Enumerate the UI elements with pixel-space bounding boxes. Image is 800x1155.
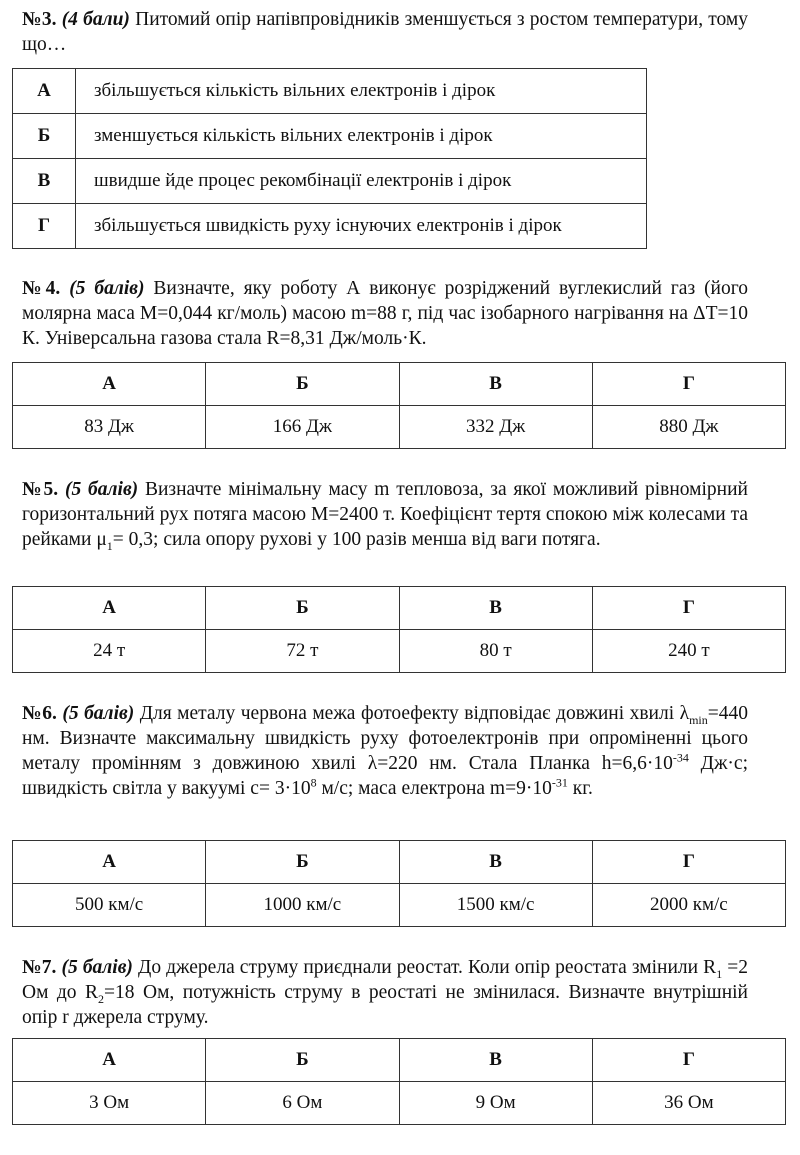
answer-value: 1500 км/с — [398, 883, 593, 927]
question-number: №6. — [22, 703, 57, 724]
question-text-segment: =2 Ом до R — [22, 957, 749, 1003]
option-text: збільшується кількість вільних електроні… — [75, 68, 647, 114]
answer-value: 2000 км/с — [591, 883, 787, 927]
superscript: -31 — [551, 775, 568, 790]
question-points: (5 балів) — [61, 957, 133, 978]
question-6-text: №6. (5 балів) Для металу червона межа фо… — [22, 701, 748, 801]
answer-value: 36 Ом — [591, 1081, 787, 1125]
question-4-text: №4. (5 балів) Визначте, яку роботу А вик… — [22, 276, 748, 351]
answer-value: 80 т — [398, 629, 593, 673]
subscript: min — [689, 712, 708, 727]
answer-letter: А — [11, 586, 207, 630]
answer-row: 3 Ом 6 Ом 9 Ом 36 Ом — [11, 1081, 787, 1125]
question-number: №7. — [22, 957, 57, 978]
question-text-segment: Визначте мінімальну масу m тепловоза, за… — [22, 479, 748, 550]
answer-row: 83 Дж 166 Дж 332 Дж 880 Дж — [11, 405, 787, 449]
question-text-segment: =440 нм. Визначте максимальну швидкість … — [22, 703, 749, 774]
option-letter: Б — [12, 113, 76, 159]
question-number: №3. — [22, 9, 57, 30]
answer-value: 500 км/с — [11, 883, 207, 927]
superscript: -34 — [672, 750, 689, 765]
answer-value: 6 Ом — [205, 1081, 400, 1125]
answer-value: 880 Дж — [591, 405, 787, 449]
answer-letter: А — [11, 362, 207, 406]
question-5-answers-table: А Б В Г 24 т 72 т 80 т 240 т — [11, 586, 787, 673]
answer-letter: В — [398, 362, 593, 406]
subscript: 2 — [98, 991, 105, 1006]
answer-value: 3 Ом — [11, 1081, 207, 1125]
question-points: (5 балів) — [64, 479, 139, 500]
answer-value: 1000 км/с — [205, 883, 400, 927]
question-text-segment: =18 Ом, потужність струму в реостаті не … — [22, 982, 748, 1028]
answer-value: 9 Ом — [398, 1081, 593, 1125]
question-text-segment: = 0,3; сила опору рухові у 100 разів мен… — [112, 529, 601, 550]
answer-letter: В — [398, 586, 593, 630]
answer-row: 24 т 72 т 80 т 240 т — [11, 629, 787, 673]
answer-letter: Б — [205, 1038, 400, 1082]
question-text-segment: м/с; маса електрона m=9·10 — [316, 778, 552, 799]
answer-letter: А — [11, 1038, 207, 1082]
answer-letter: А — [11, 840, 207, 884]
option-letter: Г — [12, 203, 76, 249]
option-text: збільшується швидкість руху існуючих еле… — [75, 203, 647, 249]
answer-letter: В — [398, 840, 593, 884]
answer-letter: Б — [205, 586, 400, 630]
answer-value: 332 Дж — [398, 405, 593, 449]
question-5-text: №5. (5 балів) Визначте мінімальну масу m… — [22, 477, 748, 552]
question-3-text: №3. (4 бали) Питомий опір напівпровідник… — [22, 7, 748, 57]
answer-value: 24 т — [11, 629, 207, 673]
question-7-text: №7. (5 балів) До джерела струму приєднал… — [22, 955, 748, 1030]
question-text-segment: Питомий опір напівпровідників зменшуєтьс… — [22, 9, 749, 55]
answer-letter: Г — [591, 586, 787, 630]
question-text-segment: До джерела струму приєднали реостат. Кол… — [138, 957, 717, 978]
answer-letter: Г — [591, 840, 787, 884]
answer-letter: Б — [205, 362, 400, 406]
option-text: зменшується кількість вільних електронів… — [75, 113, 647, 159]
answer-letter: Г — [591, 362, 787, 406]
question-text-segment: Дж·с; швидкість світла у вакуумі с= 3·10 — [22, 753, 748, 799]
question-text-segment: Визначте, яку роботу А виконує розріджен… — [22, 278, 749, 349]
question-text-segment: Для металу червона межа фотоефекту відпо… — [139, 703, 690, 724]
answer-value: 166 Дж — [205, 405, 400, 449]
question-points: (4 бали) — [61, 9, 130, 30]
superscript: 8 — [310, 775, 317, 790]
question-6-answers-table: А Б В Г 500 км/с 1000 км/с 1500 км/с 2000 км/с — [11, 840, 787, 927]
question-number: №5. — [22, 479, 59, 500]
answer-value: 72 т — [205, 629, 400, 673]
answer-value: 240 т — [591, 629, 787, 673]
question-points: (5 балів) — [62, 703, 135, 724]
option-text: швидше йде процес рекомбінації електроні… — [75, 158, 647, 204]
answer-row: 500 км/с 1000 км/с 1500 км/с 2000 км/с — [11, 883, 787, 927]
option-letter: В — [12, 158, 76, 204]
subscript: 1 — [716, 966, 723, 981]
answer-value: 83 Дж — [11, 405, 207, 449]
question-number: №4. — [22, 278, 61, 299]
question-4-answers-table: А Б В Г 83 Дж 166 Дж 332 Дж 880 Дж — [11, 362, 787, 449]
question-text-segment: кг. — [567, 778, 593, 799]
question-points: (5 балів) — [69, 278, 145, 299]
subscript: 1 — [106, 538, 113, 553]
answer-letter: Г — [591, 1038, 787, 1082]
answer-letter: В — [398, 1038, 593, 1082]
option-letter: А — [12, 68, 76, 114]
answer-letter: Б — [205, 840, 400, 884]
